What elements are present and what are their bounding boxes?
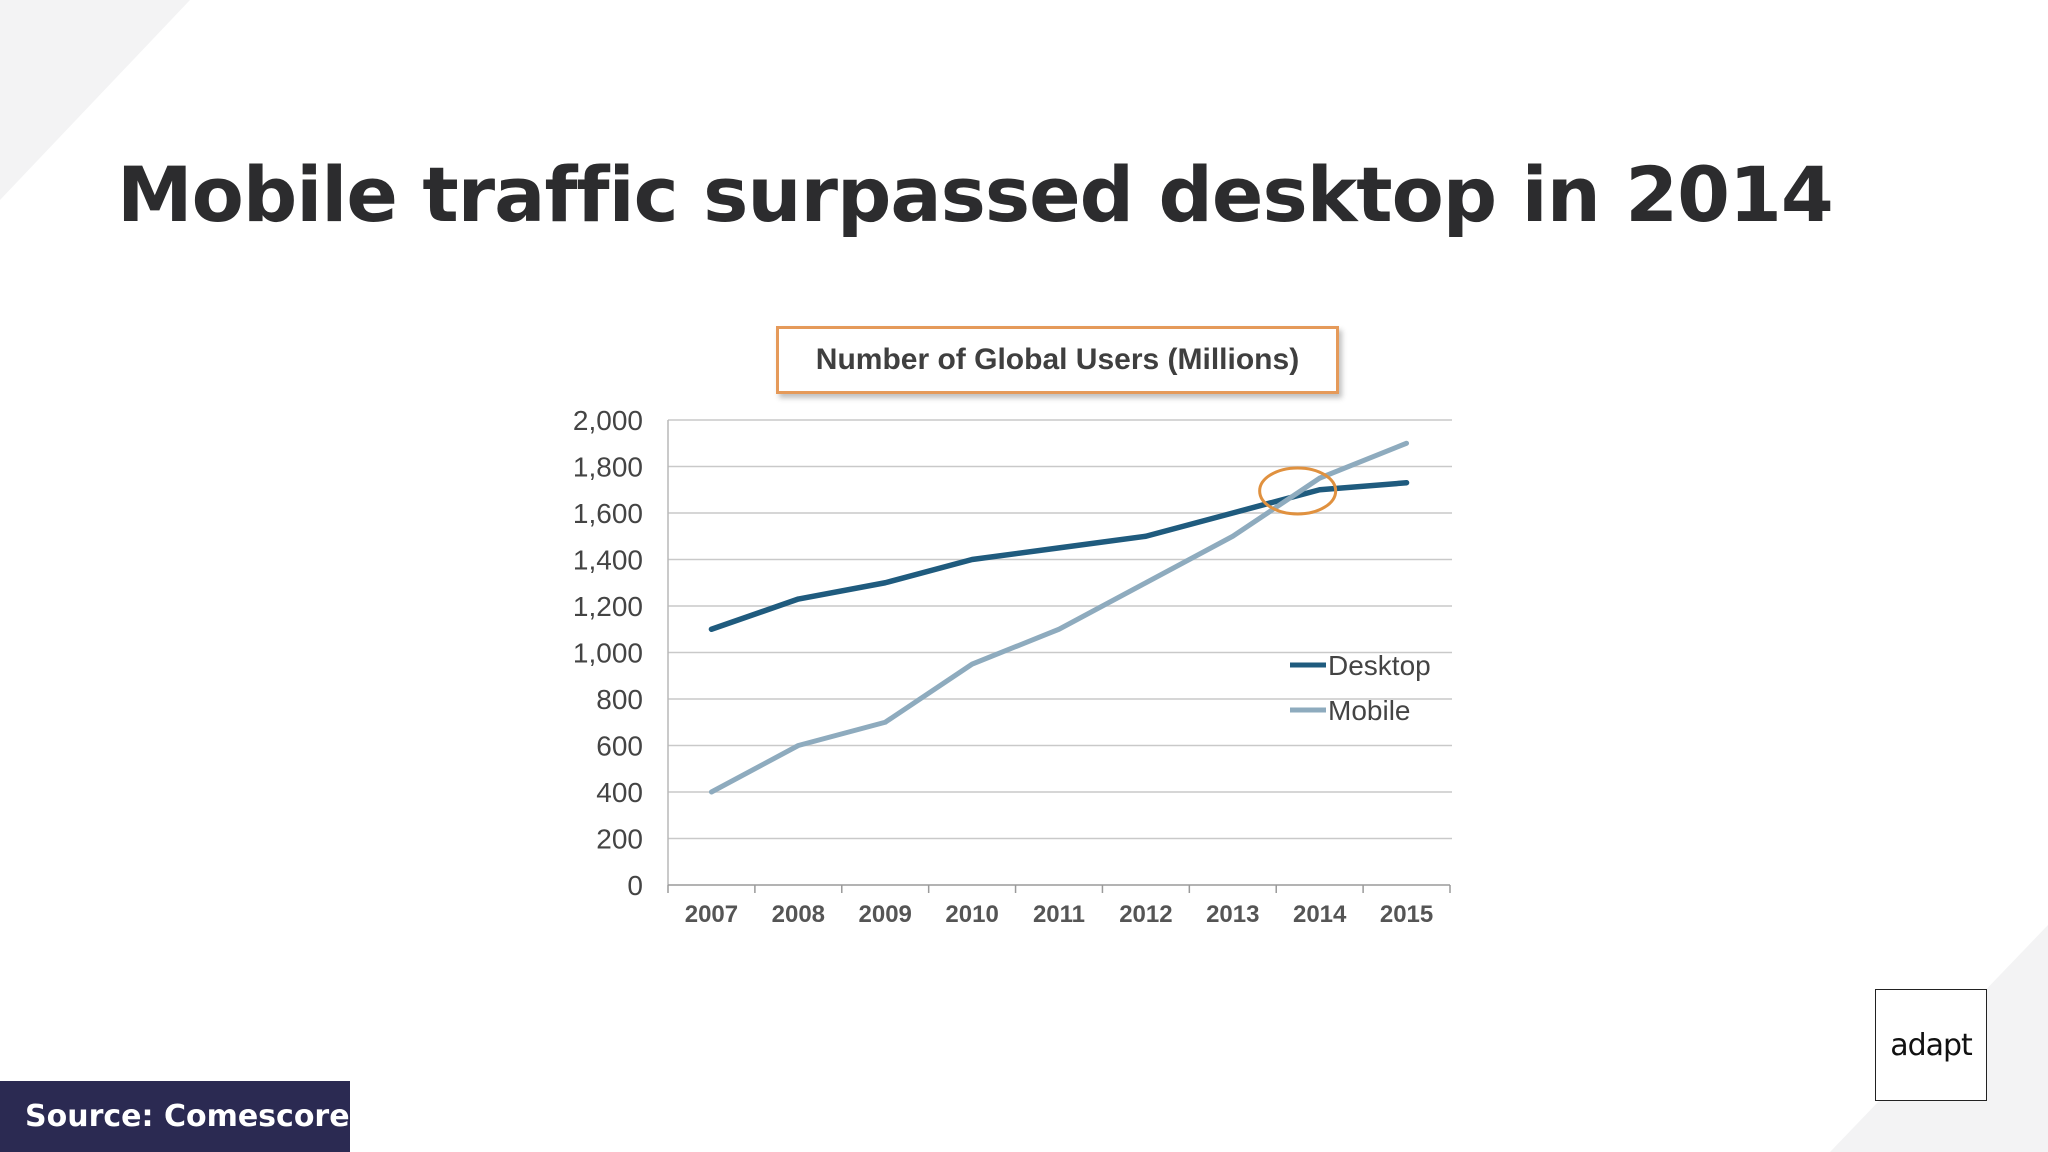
x-tick-label: 2008	[772, 901, 825, 928]
desktop-data-point	[883, 580, 888, 585]
mobile-data-point	[1404, 441, 1409, 446]
x-tick-label: 2007	[685, 901, 738, 928]
mobile-data-point	[1317, 476, 1322, 481]
desktop-data-point	[1230, 511, 1235, 515]
y-tick-label: 0	[627, 870, 643, 901]
desktop-data-point	[796, 597, 801, 602]
line-chart: 0 200 400 600 800 1,000 1,200 1,400 1,600 1,800 2,…	[573, 405, 1452, 928]
adapt-logo: adapt	[1875, 989, 1987, 1101]
y-tick-label: 2,000	[573, 405, 643, 436]
chart-container: 0 200 400 600 800 1,000 1,200 1,400 1,600 1,800 2,…	[500, 310, 1480, 950]
desktop-data-point	[1057, 545, 1061, 550]
mobile-data-point	[1230, 534, 1235, 539]
desktop-data-point	[970, 557, 975, 562]
mobile-data-point	[883, 720, 888, 725]
x-tick-label: 2009	[859, 901, 912, 928]
x-tick-label: 2011	[1033, 901, 1085, 928]
legend-label-desktop: Desktop	[1328, 650, 1431, 681]
x-tick-label: 2010	[945, 901, 998, 928]
y-tick-label: 1,600	[573, 498, 643, 529]
y-tick-label: 200	[596, 824, 643, 855]
mobile-data-point	[970, 662, 975, 667]
desktop-data-point	[1317, 487, 1322, 492]
y-tick-label: 1,000	[573, 638, 643, 669]
crossover-highlight-circle	[1258, 466, 1338, 516]
desktop-data-point	[1143, 534, 1148, 539]
chart-title: Number of Global Users (Millions)	[776, 326, 1339, 394]
x-tick-label: 2014	[1293, 901, 1347, 928]
mobile-data-point	[796, 743, 801, 748]
legend-label-mobile: Mobile	[1328, 695, 1410, 726]
slide-title: Mobile traffic surpassed desktop in 2014	[117, 150, 1834, 239]
y-tick-label: 1,800	[573, 452, 643, 483]
y-tick-label: 1,200	[573, 591, 643, 622]
x-tick-label: 2012	[1119, 901, 1172, 928]
y-tick-label: 800	[596, 684, 643, 715]
mobile-data-point	[1143, 580, 1148, 585]
y-tick-label: 400	[596, 777, 643, 808]
mobile-data-point	[709, 790, 714, 794]
x-tick-label: 2015	[1380, 901, 1433, 928]
desktop-series-line	[708, 480, 1410, 632]
y-tick-label: 1,400	[573, 545, 643, 576]
desktop-data-point	[1404, 480, 1409, 485]
y-tick-label: 600	[596, 731, 643, 762]
desktop-data-point	[709, 627, 714, 632]
mobile-data-point	[1057, 627, 1061, 632]
x-tick-label: 2013	[1206, 901, 1259, 928]
source-label: Source: Comescore	[0, 1081, 350, 1152]
